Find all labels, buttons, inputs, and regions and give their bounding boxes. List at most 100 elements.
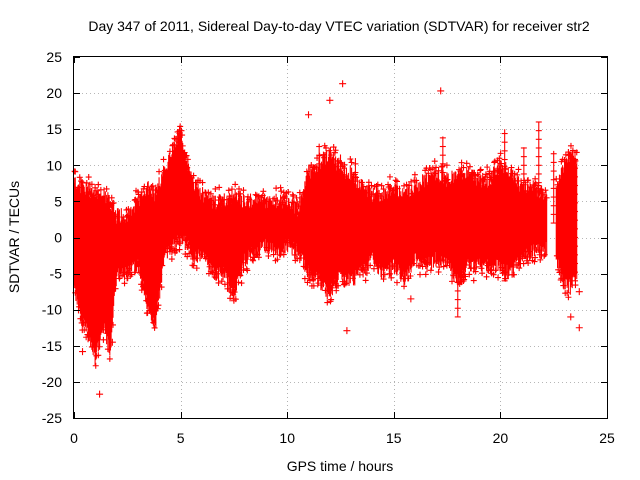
plus-marker — [323, 144, 330, 151]
plus-marker — [301, 275, 308, 282]
plus-marker — [273, 185, 280, 192]
plus-marker — [106, 355, 113, 362]
plus-marker — [338, 160, 345, 167]
y-axis-tick-labels: -25 -20 -15 -10 -5 0 5 10 15 20 25 — [42, 49, 62, 426]
plus-marker — [380, 276, 387, 283]
plus-marker — [237, 264, 244, 271]
plus-marker — [368, 182, 375, 189]
plus-marker — [495, 274, 502, 281]
plus-marker — [383, 264, 390, 271]
x-tick-label: 20 — [493, 430, 509, 446]
plus-marker — [487, 267, 494, 274]
plus-marker — [335, 282, 342, 289]
plus-marker — [239, 259, 246, 266]
plus-marker — [479, 270, 486, 277]
plus-marker — [215, 279, 222, 286]
plus-marker — [315, 280, 322, 287]
plus-marker — [290, 193, 297, 200]
plus-marker — [118, 272, 125, 279]
plus-marker — [100, 336, 107, 343]
plus-marker — [116, 275, 123, 282]
plus-marker — [341, 161, 348, 168]
plus-marker — [497, 150, 504, 157]
plus-marker — [154, 305, 161, 312]
plus-marker — [128, 271, 135, 278]
plus-marker — [232, 181, 239, 188]
plus-marker — [326, 147, 333, 154]
plus-marker — [525, 260, 532, 267]
plus-marker — [427, 267, 434, 274]
plus-marker — [477, 167, 484, 174]
plus-marker — [92, 362, 99, 369]
plus-marker — [226, 193, 233, 200]
plus-marker — [516, 265, 523, 272]
plus-marker — [486, 168, 493, 175]
plus-marker — [425, 170, 432, 177]
plus-marker — [342, 280, 349, 287]
plus-marker — [491, 158, 498, 165]
x-tick-label: 25 — [599, 430, 615, 446]
plus-marker — [386, 173, 393, 180]
plus-marker — [422, 271, 429, 278]
plus-marker — [466, 163, 473, 170]
plus-marker — [244, 193, 251, 200]
outlier-point — [79, 348, 87, 356]
plus-marker — [125, 206, 132, 213]
plus-marker — [472, 268, 479, 275]
plus-marker — [328, 152, 335, 159]
outlier-point — [326, 96, 334, 104]
outlier-point — [339, 80, 347, 88]
data-series — [71, 80, 583, 398]
y-tick-label: -10 — [42, 302, 62, 318]
plus-marker — [236, 185, 243, 192]
plus-marker — [348, 159, 355, 166]
y-tick-label: 25 — [46, 49, 62, 65]
plus-marker — [294, 199, 301, 206]
grid-lines — [74, 57, 607, 418]
plus-marker — [235, 279, 242, 286]
plus-marker — [407, 272, 414, 279]
sdtvar-outliers — [79, 80, 583, 398]
plus-marker — [484, 164, 491, 171]
plus-marker — [95, 181, 102, 188]
plus-marker — [207, 190, 214, 197]
plus-marker — [413, 177, 420, 184]
plus-marker — [291, 251, 298, 258]
y-tick-label: 20 — [46, 85, 62, 101]
plus-marker — [419, 263, 426, 270]
plus-marker — [112, 285, 119, 292]
plus-marker — [408, 178, 415, 185]
plus-marker — [158, 284, 165, 291]
plus-marker — [149, 182, 156, 189]
plus-marker — [362, 277, 369, 284]
plus-marker — [324, 299, 331, 306]
plus-marker — [369, 191, 376, 198]
plus-marker — [541, 251, 548, 258]
outlier-point — [575, 288, 583, 296]
plus-marker — [110, 199, 117, 206]
plus-marker — [96, 343, 103, 350]
plus-marker — [491, 159, 498, 166]
plus-marker — [417, 271, 424, 278]
plus-marker — [435, 167, 442, 174]
plus-marker — [160, 156, 167, 163]
plus-marker — [553, 175, 560, 182]
plus-marker — [231, 289, 238, 296]
plus-marker — [212, 185, 219, 192]
plus-marker — [380, 186, 387, 193]
plus-marker — [411, 171, 418, 178]
plus-marker — [537, 256, 544, 263]
plus-marker — [312, 164, 319, 171]
x-tick-label: 0 — [70, 430, 78, 446]
plus-marker — [184, 253, 191, 260]
plus-marker — [303, 263, 310, 270]
plus-marker — [460, 164, 467, 171]
plus-marker — [255, 254, 262, 261]
plus-marker — [463, 261, 470, 268]
y-axis-title: SDTVAR / TECUs — [6, 181, 22, 293]
plus-marker — [79, 179, 86, 186]
plus-marker — [187, 173, 194, 180]
plus-marker — [440, 263, 447, 270]
outlier-point — [437, 87, 445, 95]
